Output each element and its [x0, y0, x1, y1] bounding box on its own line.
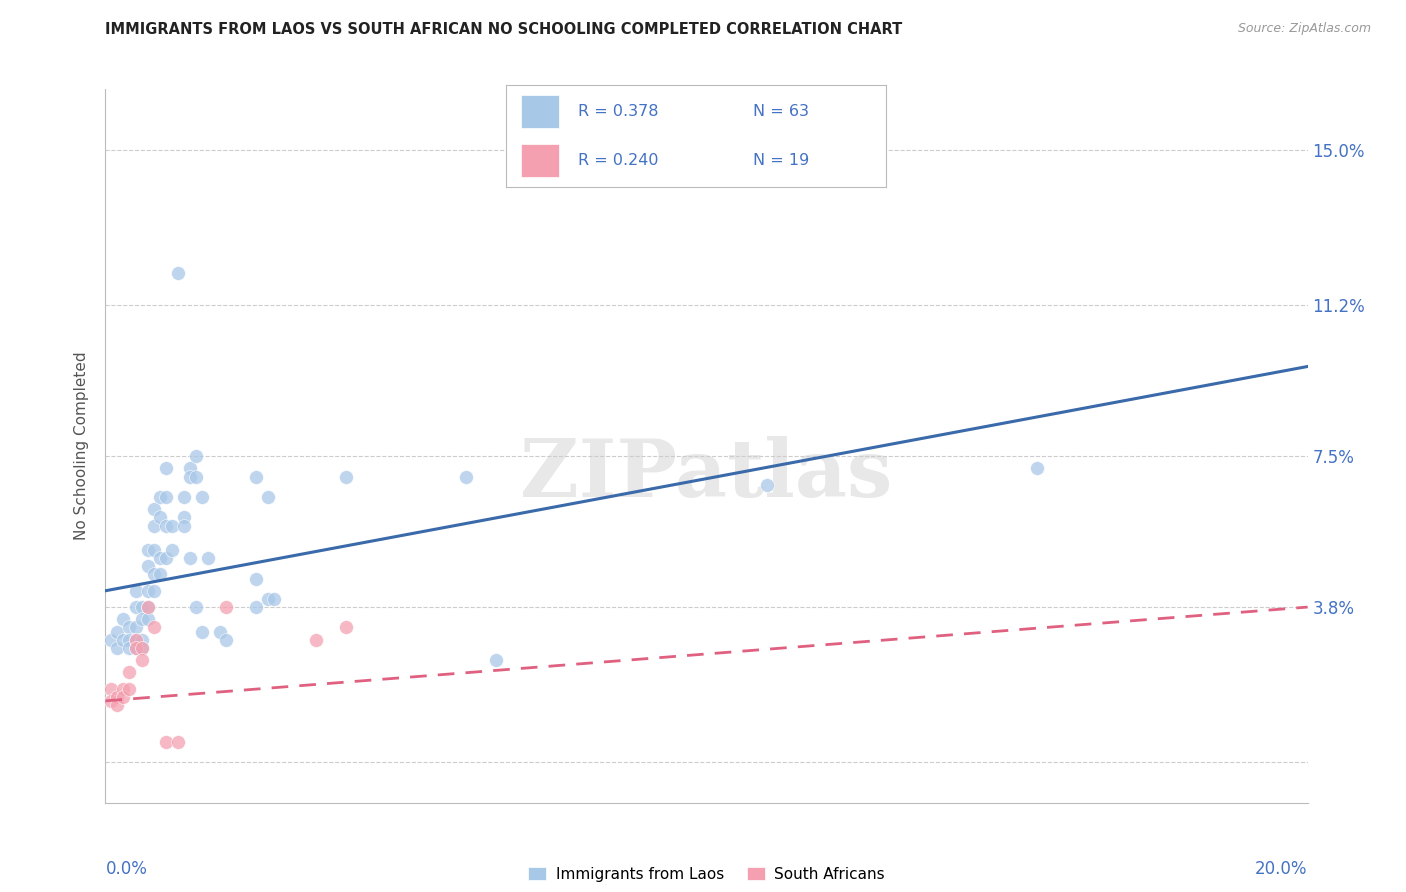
Point [136, 600, 159, 615]
Point [142, 543, 165, 558]
Point [755, 477, 778, 491]
Point [118, 640, 141, 655]
Point [107, 624, 129, 639]
Point [179, 461, 201, 475]
Point [155, 734, 177, 748]
Point [173, 518, 195, 533]
Point [124, 583, 146, 598]
Point [131, 632, 153, 647]
Point [136, 612, 159, 626]
Point [184, 600, 207, 615]
Point [197, 551, 219, 566]
Point [166, 266, 188, 280]
Point [118, 632, 141, 647]
Point [124, 632, 146, 647]
Point [256, 490, 278, 504]
Point [107, 690, 129, 704]
Point [160, 543, 183, 558]
Point [166, 734, 188, 748]
Text: IMMIGRANTS FROM LAOS VS SOUTH AFRICAN NO SCHOOLING COMPLETED CORRELATION CHART: IMMIGRANTS FROM LAOS VS SOUTH AFRICAN NO… [105, 22, 903, 37]
Point [245, 572, 267, 586]
Point [148, 490, 170, 504]
Point [100, 694, 122, 708]
Point [112, 632, 135, 647]
Point [142, 620, 165, 634]
Point [112, 690, 135, 704]
Point [184, 449, 207, 463]
Point [124, 640, 146, 655]
Point [100, 681, 122, 696]
Point [131, 640, 153, 655]
Point [335, 469, 357, 483]
Point [142, 502, 165, 516]
Point [485, 653, 508, 667]
FancyBboxPatch shape [522, 145, 560, 177]
Point [131, 653, 153, 667]
Point [124, 632, 146, 647]
Y-axis label: No Schooling Completed: No Schooling Completed [75, 351, 90, 541]
Point [173, 510, 195, 524]
Point [107, 640, 129, 655]
Point [173, 490, 195, 504]
Point [136, 600, 159, 615]
Point [208, 624, 231, 639]
Point [160, 518, 183, 533]
Point [305, 632, 328, 647]
Text: 0.0%: 0.0% [105, 860, 148, 878]
Point [118, 620, 141, 634]
Point [142, 518, 165, 533]
Point [155, 551, 177, 566]
Point [214, 632, 236, 647]
Point [256, 591, 278, 606]
Point [131, 612, 153, 626]
Point [118, 665, 141, 680]
Text: ZIPatlas: ZIPatlas [520, 435, 893, 514]
Point [131, 640, 153, 655]
Point [124, 640, 146, 655]
Point [148, 551, 170, 566]
Point [131, 600, 153, 615]
Legend: Immigrants from Laos, South Africans: Immigrants from Laos, South Africans [522, 861, 891, 888]
Point [136, 543, 159, 558]
Text: 20.0%: 20.0% [1256, 860, 1308, 878]
Point [179, 551, 201, 566]
Text: N = 19: N = 19 [754, 153, 810, 169]
Point [136, 583, 159, 598]
Point [148, 510, 170, 524]
Point [263, 591, 285, 606]
Point [184, 469, 207, 483]
Point [190, 624, 212, 639]
Point [155, 490, 177, 504]
Point [179, 469, 201, 483]
Point [1026, 461, 1049, 475]
Point [124, 600, 146, 615]
FancyBboxPatch shape [522, 95, 560, 128]
Point [142, 583, 165, 598]
Point [118, 681, 141, 696]
Text: R = 0.240: R = 0.240 [578, 153, 659, 169]
Text: N = 63: N = 63 [754, 103, 808, 119]
Point [124, 620, 146, 634]
Point [148, 567, 170, 582]
Point [112, 681, 135, 696]
Point [190, 490, 212, 504]
Point [214, 600, 236, 615]
Point [100, 632, 122, 647]
Point [136, 559, 159, 574]
Point [155, 461, 177, 475]
Point [155, 518, 177, 533]
Point [245, 600, 267, 615]
Point [335, 620, 357, 634]
Point [142, 567, 165, 582]
Text: Source: ZipAtlas.com: Source: ZipAtlas.com [1237, 22, 1371, 36]
Point [245, 469, 267, 483]
Point [112, 612, 135, 626]
Point [454, 469, 477, 483]
Point [107, 698, 129, 712]
Text: R = 0.378: R = 0.378 [578, 103, 659, 119]
